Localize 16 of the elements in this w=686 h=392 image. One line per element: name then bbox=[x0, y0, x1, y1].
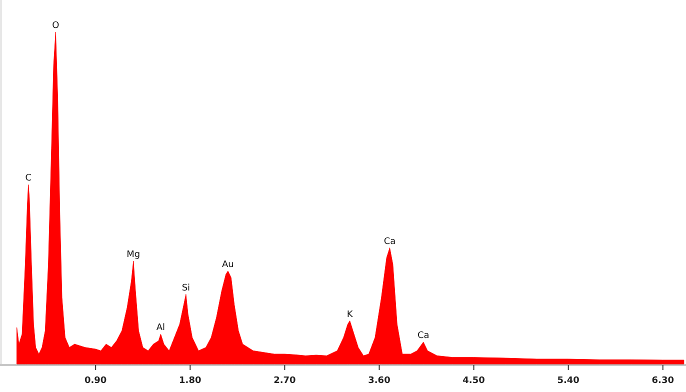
annotation: K bbox=[346, 310, 354, 320]
x-tick-label: 1.80 bbox=[179, 376, 202, 386]
annotation: C bbox=[25, 174, 32, 184]
x-tick-label: 0.90 bbox=[84, 376, 107, 386]
annotation: Ca bbox=[417, 331, 430, 342]
x-tick-label: 3.60 bbox=[368, 376, 390, 386]
annotation: Au bbox=[222, 260, 234, 270]
annotation: Ca bbox=[384, 236, 396, 247]
annotation: Si bbox=[182, 283, 190, 294]
annotation: O bbox=[52, 21, 60, 31]
x-tick-label: 5.40 bbox=[557, 376, 580, 386]
x-tick-label: 4.50 bbox=[462, 376, 485, 386]
annotation: Al bbox=[156, 323, 166, 334]
x-tick-label: 2.70 bbox=[274, 376, 296, 386]
annotation: Mg bbox=[126, 250, 140, 260]
x-tick-label: 6.30 bbox=[652, 376, 674, 386]
